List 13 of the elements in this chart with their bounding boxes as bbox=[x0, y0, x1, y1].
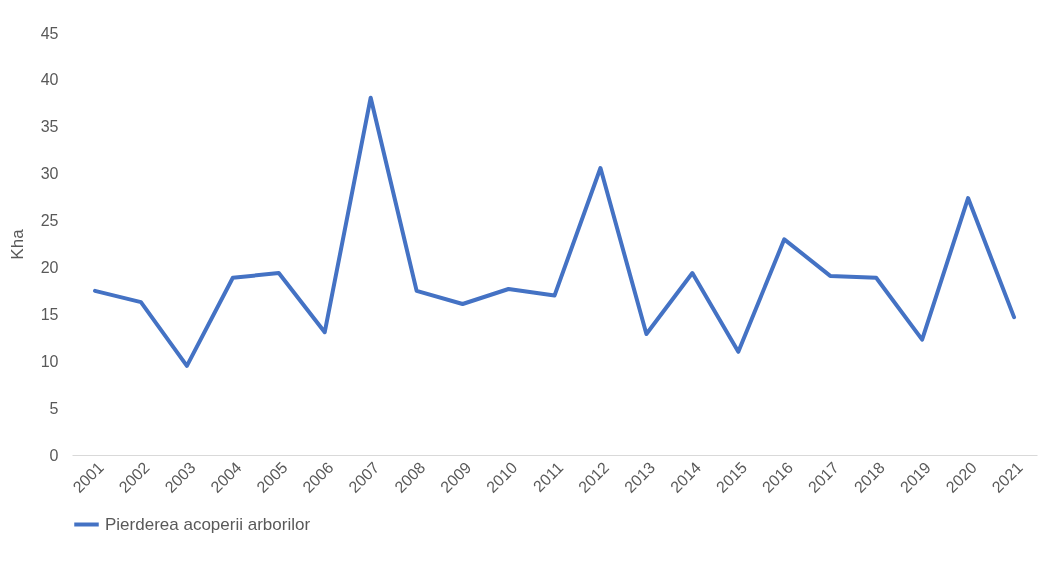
y-tick-label: 35 bbox=[40, 118, 59, 136]
legend-label: Pierderea acoperii arborilor bbox=[105, 514, 311, 534]
y-tick-label: 10 bbox=[40, 352, 59, 370]
y-tick-label: 40 bbox=[40, 71, 59, 89]
y-tick-label: 45 bbox=[40, 24, 59, 42]
y-tick-label: 15 bbox=[40, 305, 59, 323]
y-axis-title: Kha bbox=[7, 228, 27, 260]
y-tick-label: 30 bbox=[40, 165, 59, 183]
y-tick-label: 5 bbox=[49, 399, 59, 417]
y-tick-label: 0 bbox=[49, 446, 59, 464]
line-series bbox=[92, 95, 1017, 368]
y-tick-label: 20 bbox=[40, 258, 59, 276]
y-tick-label: 25 bbox=[40, 212, 59, 230]
